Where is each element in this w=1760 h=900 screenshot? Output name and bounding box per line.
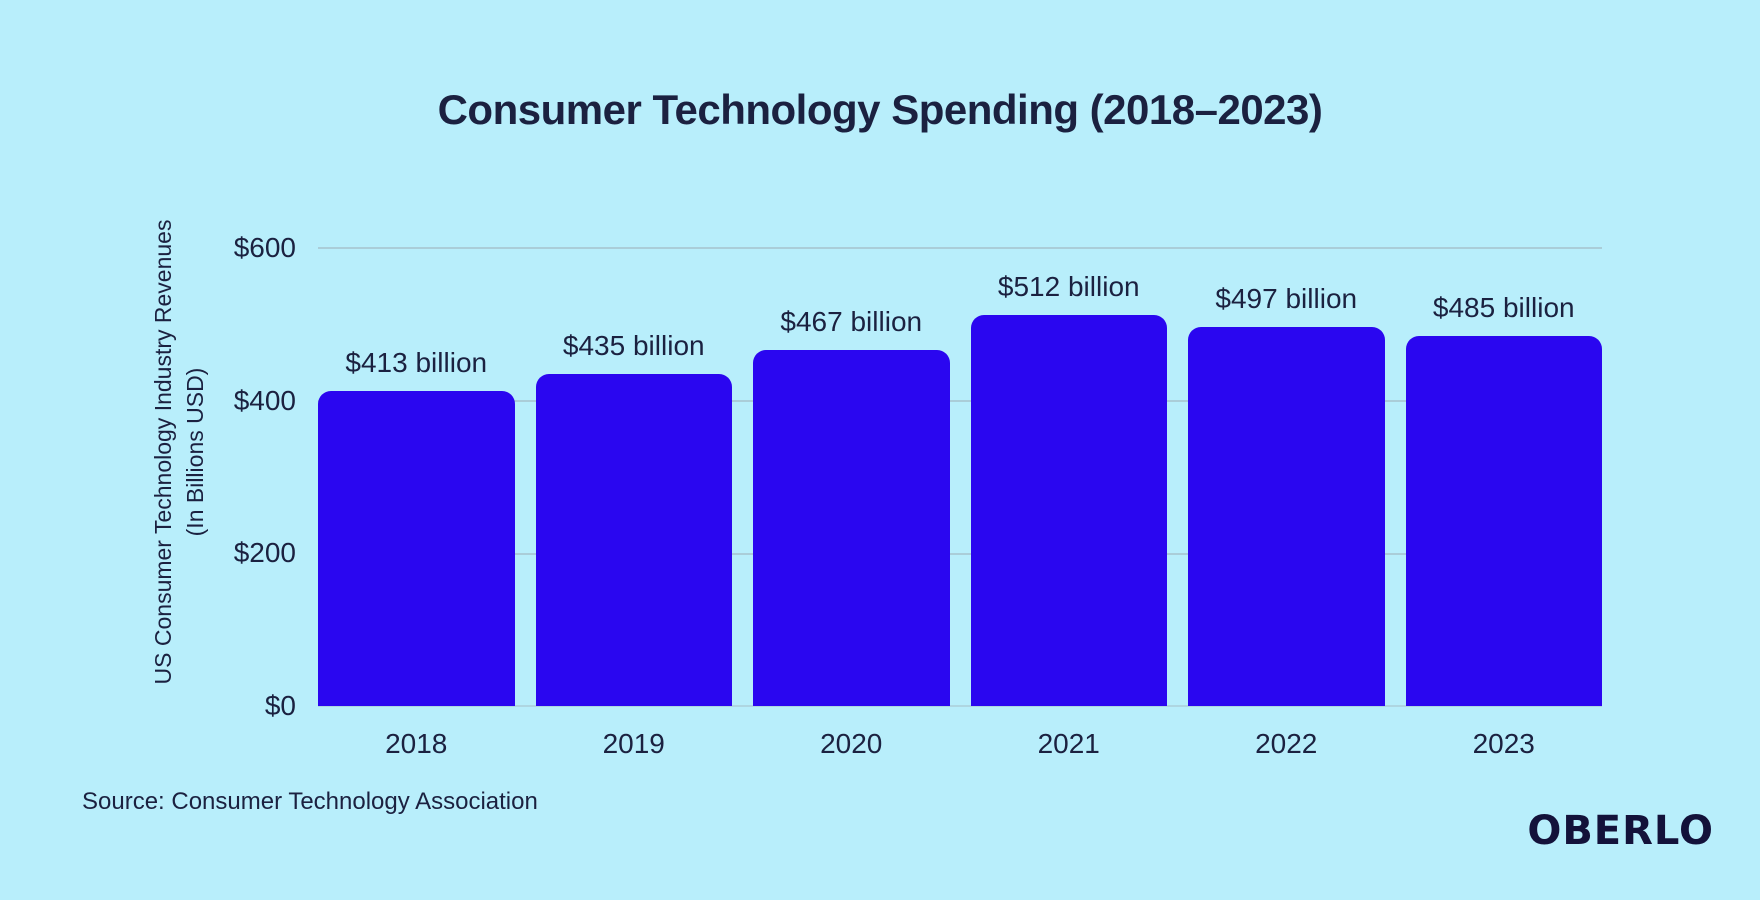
bar-column: $497 billion 2022 <box>1188 248 1385 759</box>
bar-value-label: $435 billion <box>562 329 705 361</box>
gridline-600 <box>318 247 1602 249</box>
gridline-200 <box>318 553 1602 555</box>
gridline-400 <box>318 400 1602 402</box>
x-axis-tick-label: 2022 <box>1255 728 1318 759</box>
bar-value-label: $497 billion <box>1215 282 1358 314</box>
oberlo-logo: OBERLO <box>1527 808 1714 854</box>
x-axis-tick-label: 2018 <box>385 728 448 759</box>
chart-title: Consumer Technology Spending (2018–2023) <box>437 86 1323 133</box>
y-axis-tick-0: $0 <box>264 690 296 721</box>
bar <box>970 315 1167 706</box>
y-axis-tick-600: $600 <box>233 232 296 263</box>
x-axis-tick-label: 2020 <box>820 728 883 759</box>
bar-series: $413 billion 2018 $435 billion 2019 $467… <box>318 248 1602 759</box>
gridline-0 <box>318 705 1602 707</box>
x-axis-tick-label: 2023 <box>1472 728 1535 759</box>
bar-column: $435 billion 2019 <box>535 248 732 759</box>
bar-column: $512 billion 2021 <box>970 248 1167 759</box>
bar <box>535 373 732 706</box>
plot-area: $413 billion 2018 $435 billion 2019 $467… <box>318 247 1602 759</box>
bar-value-label: $485 billion <box>1432 291 1575 323</box>
x-axis-tick-label: 2019 <box>602 728 665 759</box>
bar <box>753 349 950 706</box>
x-axis-tick-label: 2021 <box>1037 728 1100 759</box>
bar <box>318 390 515 706</box>
source-attribution: Source: Consumer Technology Association <box>82 788 538 815</box>
y-axis-tick-200: $200 <box>233 537 296 568</box>
bar-value-label: $512 billion <box>997 271 1140 303</box>
bar-column: $467 billion 2020 <box>753 248 950 759</box>
bar-value-label: $413 billion <box>345 346 488 378</box>
bar-value-label: $467 billion <box>780 305 923 337</box>
y-axis-tick-400: $400 <box>233 385 296 416</box>
bar-column: $413 billion 2018 <box>318 248 515 759</box>
bar <box>1188 326 1385 706</box>
bar <box>1405 335 1602 706</box>
bar-column: $485 billion 2023 <box>1405 248 1602 759</box>
